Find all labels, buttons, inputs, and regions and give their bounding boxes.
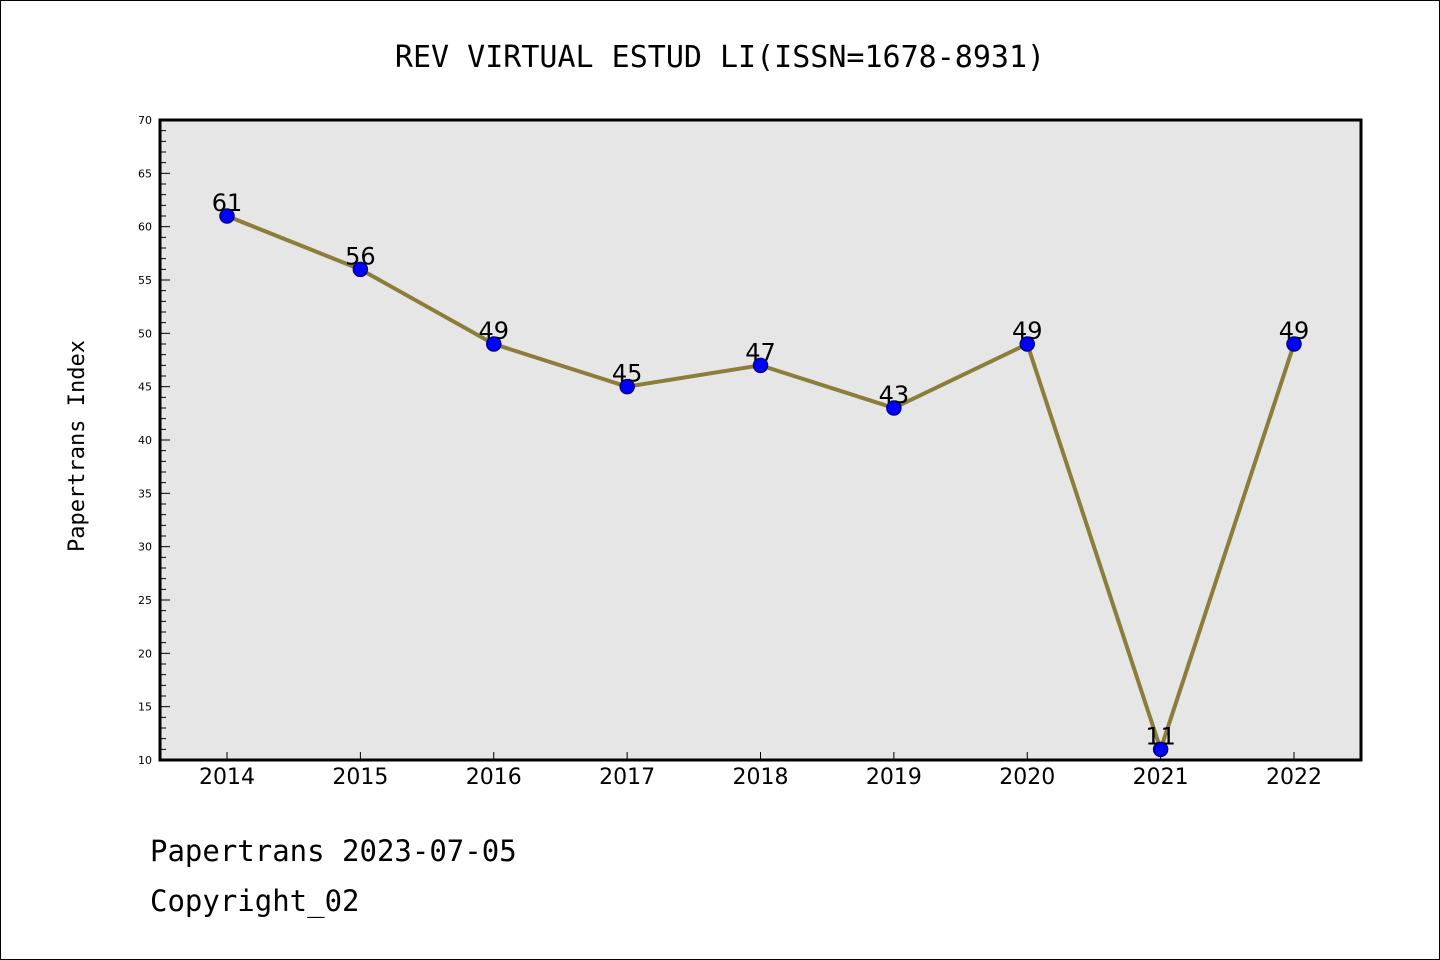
y-tick-label: 55	[138, 274, 152, 287]
y-tick-label: 15	[138, 701, 152, 714]
data-label: 45	[612, 360, 643, 388]
chart-title: REV VIRTUAL ESTUD LI(ISSN=1678-8931)	[395, 40, 1045, 75]
data-point	[752, 357, 769, 374]
data-point	[1019, 336, 1035, 352]
data-label: 56	[345, 242, 376, 270]
data-point	[219, 208, 235, 224]
data-point	[886, 400, 902, 416]
x-tick-label: 2018	[733, 765, 789, 790]
data-point	[1286, 336, 1302, 352]
y-axis-label: Papertrans Index	[65, 340, 90, 552]
data-label: 61	[212, 189, 243, 217]
x-tick-label: 2020	[999, 765, 1055, 790]
data-label: 49	[478, 317, 509, 345]
data-point	[486, 336, 502, 352]
x-tick-label: 2019	[866, 765, 922, 790]
y-tick-label: 65	[138, 167, 152, 180]
data-label: 49	[1012, 317, 1043, 345]
data-label: 43	[879, 381, 910, 409]
plot-border	[158, 118, 1363, 762]
series-line-group	[219, 208, 1302, 758]
y-tick-label: 40	[138, 434, 152, 447]
x-tick-label: 2014	[199, 765, 255, 790]
data-point	[352, 261, 369, 278]
y-tick-label: 50	[138, 327, 152, 340]
y-tick-label: 70	[138, 114, 152, 127]
y-tick-label: 45	[138, 381, 152, 394]
y-tick-label: 25	[138, 594, 152, 607]
data-point	[619, 378, 635, 395]
data-label: 47	[745, 338, 776, 366]
data-label: 11	[1145, 722, 1176, 750]
x-tick-label: 2015	[332, 765, 388, 790]
x-tick-label: 2017	[599, 765, 655, 790]
x-tick-label: 2016	[466, 765, 522, 790]
data-label: 49	[1279, 317, 1310, 345]
y-tick-label: 35	[138, 487, 152, 500]
data-point	[1152, 741, 1169, 758]
x-tick-label: 2022	[1266, 765, 1322, 790]
plot-area	[160, 120, 1361, 760]
data-labels: 61 56 49 45 47 43 49 11 49	[212, 189, 1310, 750]
y-tick-label: 20	[138, 647, 152, 660]
y-tick-label: 30	[138, 541, 152, 554]
footer-date: Papertrans 2023-07-05	[150, 834, 517, 868]
x-tick-label: 2021	[1133, 765, 1189, 790]
y-tick-label: 60	[138, 221, 152, 234]
y-tick-label: 10	[138, 754, 152, 767]
footer-copyright: Copyright_02	[150, 884, 360, 918]
axis-ticks: 10 15 20 25 30 35 40 45 50 55 60 65 70 2014 2015 2016 20…	[138, 114, 1322, 790]
